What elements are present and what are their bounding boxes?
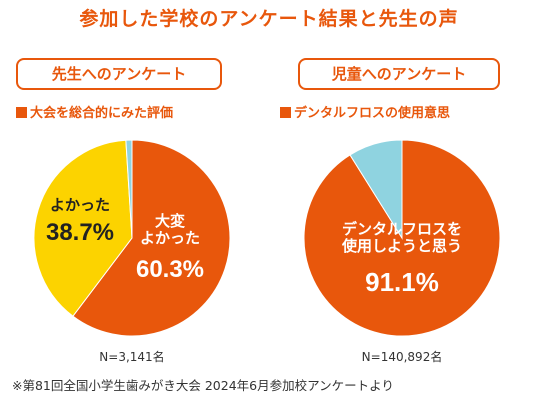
pie-label-line: 大変 — [155, 212, 185, 230]
page-title: 参加した学校のアンケート結果と先生の声 — [79, 8, 459, 30]
pie-slice-0-1 — [33, 139, 133, 317]
pie-slice-0-2 — [125, 139, 133, 239]
teacher-survey-panel: 先生へのアンケート 大会を総合的にみた評価 大変 よかった 60.3% よかった 38.… — [8, 58, 268, 368]
student-chart-title-text: デンタルフロスの使用意思 — [294, 106, 451, 121]
pie-value-label: 60.3% — [136, 256, 204, 283]
square-bullet-icon — [280, 107, 291, 118]
footnote: ※第81回全国小学生歯みがき大会 2024年6月参加校アンケートより — [12, 378, 394, 393]
pie-slice-1-1 — [349, 139, 403, 240]
teacher-sample-size: N=3,141名 — [99, 350, 165, 364]
pie-value-label: 38.7% — [46, 219, 114, 246]
pie-slice-0-0 — [72, 139, 231, 337]
teacher-chart-title-text: 大会を総合的にみた評価 — [30, 106, 174, 121]
pie-label-line: 使用しようと思う — [341, 237, 462, 255]
teacher-survey-label: 先生へのアンケート — [16, 58, 222, 90]
pie-value-label: 91.1% — [365, 267, 439, 297]
pie-label-line: よかった — [140, 229, 200, 247]
student-survey-panel: 児童へのアンケート デンタルフロスの使用意思 デンタルフロスを 使用しようと思う 9… — [272, 58, 532, 368]
student-survey-label: 児童へのアンケート — [298, 58, 500, 90]
student-chart-title: デンタルフロスの使用意思 — [280, 102, 450, 121]
student-sample-size: N=140,892名 — [361, 350, 443, 364]
square-bullet-icon — [16, 107, 27, 118]
pie-label-line: デンタルフロスを — [342, 220, 462, 238]
pie-label-line: よかった — [50, 196, 110, 214]
pie-slice-label-0-1: よかった 38.7% — [46, 196, 114, 246]
teacher-chart-title: 大会を総合的にみた評価 — [16, 102, 173, 121]
